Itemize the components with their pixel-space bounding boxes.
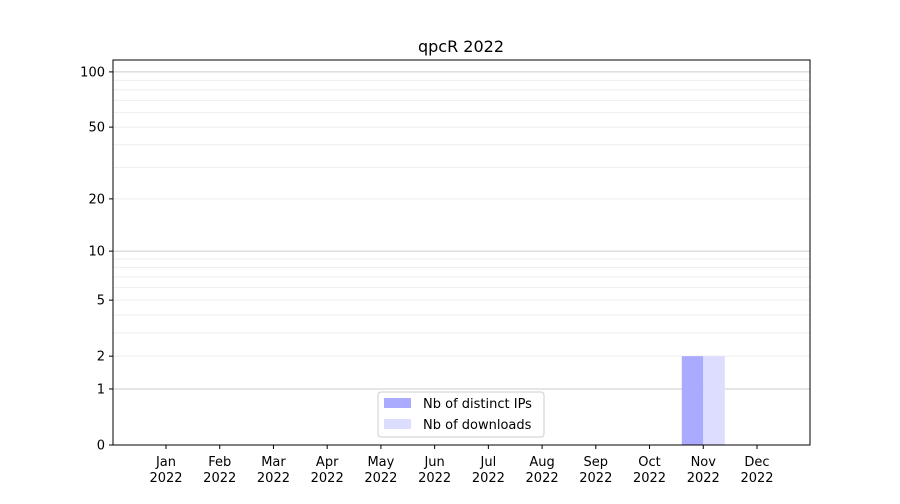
legend-swatch <box>384 419 411 429</box>
x-tick-label: Feb 2022 <box>203 455 236 486</box>
y-tick-label: 50 <box>88 121 105 136</box>
y-tick-label: 0 <box>97 439 105 454</box>
x-tick-label: Jan 2022 <box>149 455 182 486</box>
y-tick-label: 100 <box>80 65 105 80</box>
y-tick-label: 5 <box>97 294 105 309</box>
x-tick-label: May 2022 <box>364 455 397 486</box>
legend-label: Nb of distinct IPs <box>423 397 532 412</box>
x-tick-label: Apr 2022 <box>311 455 344 486</box>
y-tick-label: 20 <box>88 192 105 207</box>
legend-box <box>377 391 545 438</box>
x-tick-label: Jul 2022 <box>472 455 505 486</box>
y-tick-label: 1 <box>97 382 105 397</box>
x-tick-label: Jun 2022 <box>418 455 451 486</box>
bar-distinct-ips <box>681 356 704 445</box>
x-tick-label: Mar 2022 <box>257 455 290 486</box>
x-tick-label: Aug 2022 <box>526 455 559 486</box>
x-tick-label: Nov 2022 <box>687 455 720 486</box>
x-tick-label: Dec 2022 <box>740 455 773 486</box>
chart-title: qpcR 2022 <box>418 37 504 56</box>
x-tick-label: Sep 2022 <box>579 455 612 486</box>
legend-swatch <box>384 398 411 408</box>
legend-label: Nb of downloads <box>423 418 532 433</box>
x-tick-label: Oct 2022 <box>633 455 666 486</box>
plot-frame <box>112 59 811 446</box>
bar-downloads <box>703 356 725 445</box>
legend: Nb of distinct IPs Nb of downloads <box>377 391 545 438</box>
y-tick-label: 10 <box>88 245 105 260</box>
y-tick-label: 2 <box>97 350 105 365</box>
